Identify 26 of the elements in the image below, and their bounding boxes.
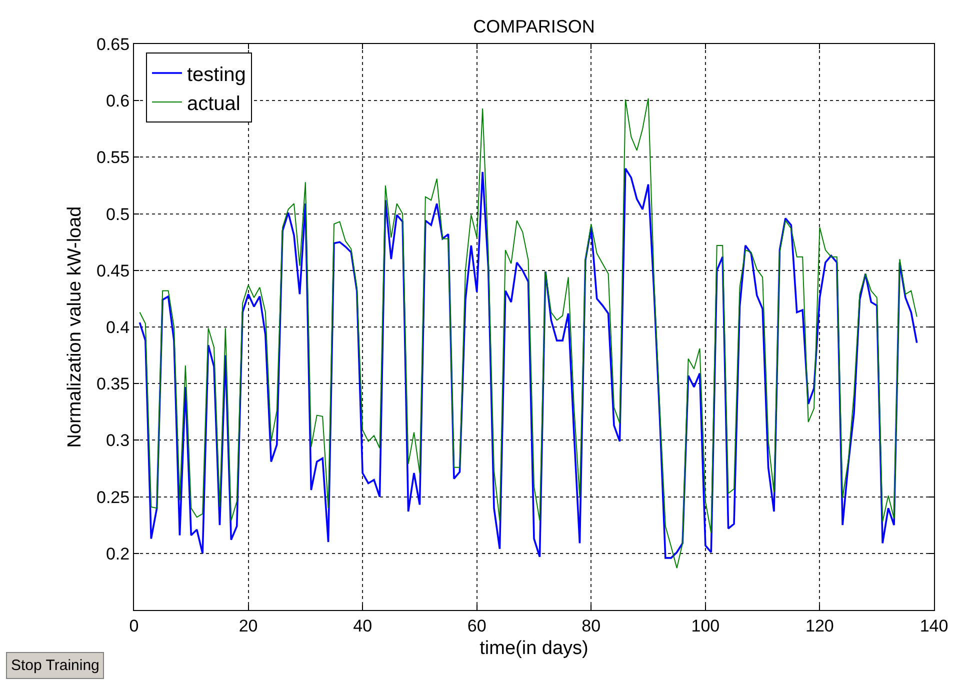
y-axis-title: Normalization value kW-load — [64, 206, 86, 448]
y-tick-label: 0.25 — [96, 488, 130, 507]
y-tick-label: 0.5 — [106, 204, 130, 224]
legend-label: testing — [187, 64, 246, 86]
chart-title: COMPARISON — [473, 16, 595, 36]
line-series — [139, 98, 918, 569]
x-tick-label: 60 — [467, 616, 486, 636]
text: Stop Training — [11, 657, 100, 674]
x-tick-label: 40 — [353, 616, 372, 636]
x-axis-title: time(in days) — [480, 638, 588, 660]
line-series — [138, 168, 918, 559]
x-tick-label: 100 — [691, 616, 720, 636]
x-tick-label: 20 — [238, 616, 258, 636]
y-tick-label: 0.4 — [106, 318, 130, 337]
x-tick-label: 120 — [806, 616, 834, 636]
y-tick-label: 0.35 — [96, 374, 130, 394]
y-tick-label: 0.65 — [96, 34, 130, 54]
y-tick-label: 0.2 — [106, 544, 130, 564]
y-tick-label: 0.55 — [96, 148, 130, 168]
x-tick-label: 80 — [582, 616, 601, 636]
x-tick-label: 0 — [129, 616, 139, 636]
y-tick-label: 0.6 — [106, 92, 130, 111]
legend-label: actual — [187, 92, 240, 115]
y-tick-label: 0.45 — [96, 261, 130, 280]
y-tick-label: 0.3 — [106, 431, 130, 450]
x-tick-label: 140 — [920, 616, 948, 636]
